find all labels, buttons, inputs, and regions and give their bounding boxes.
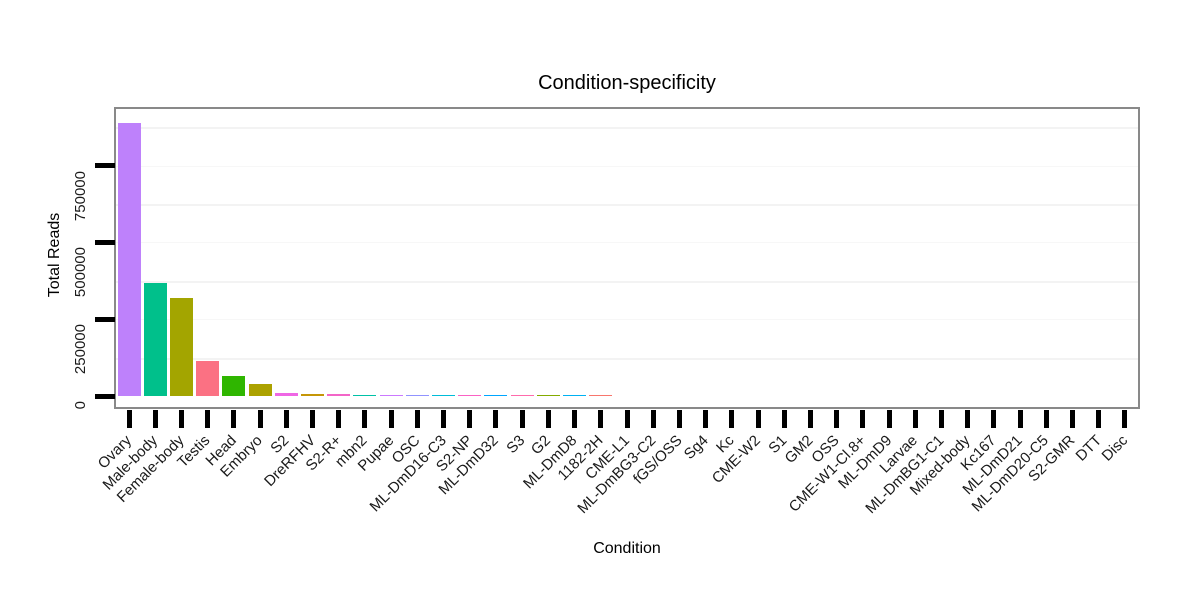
- x-axis-tick: [414, 410, 420, 428]
- x-axis-tick: [205, 410, 211, 428]
- bar-Head: [222, 376, 246, 396]
- x-axis-tick: [152, 410, 158, 428]
- bar-S2-R+: [327, 394, 351, 396]
- y-axis-tick: [95, 316, 115, 322]
- x-axis-tick: [991, 410, 997, 428]
- x-axis-tick: [624, 410, 630, 428]
- x-axis-tick: [1122, 410, 1128, 428]
- bar-Embryo: [248, 384, 272, 396]
- x-axis-tick: [1096, 410, 1102, 428]
- minor-gridline: [116, 127, 1138, 130]
- x-axis-tick-label: S3: [503, 431, 529, 457]
- x-axis-tick: [938, 410, 944, 428]
- x-axis-tick: [257, 410, 263, 428]
- x-axis-tick: [1017, 410, 1023, 428]
- bar-DreRFHV: [301, 393, 325, 396]
- x-axis-tick-label: Sg4: [680, 431, 712, 463]
- x-axis-tick-label: Disc: [1098, 431, 1131, 465]
- x-axis-tick: [1043, 410, 1049, 428]
- minor-gridline: [116, 357, 1138, 360]
- major-gridline: [116, 165, 1138, 167]
- bar-G2: [536, 395, 560, 396]
- major-gridline: [116, 319, 1138, 321]
- x-axis-tick: [886, 410, 892, 428]
- x-axis-tick: [965, 410, 971, 428]
- x-axis-tick: [781, 410, 787, 428]
- bar-1182-2H: [589, 395, 613, 396]
- x-axis-tick: [231, 410, 237, 428]
- bar-S2-NP: [458, 395, 482, 396]
- x-axis-tick: [179, 410, 184, 428]
- x-axis-tick: [703, 410, 709, 428]
- bar-S3: [510, 395, 534, 396]
- chart-title: Condition-specificity: [538, 72, 716, 94]
- bar-Testis: [196, 361, 220, 396]
- y-axis-tick: [95, 393, 115, 399]
- x-axis-tick: [834, 410, 840, 428]
- x-axis-tick: [676, 410, 682, 428]
- x-axis-tick: [1069, 410, 1075, 428]
- y-axis-tick: [95, 239, 115, 245]
- bar-Male-body: [143, 283, 167, 396]
- bar-S2: [274, 392, 298, 396]
- x-axis-tick: [860, 410, 866, 428]
- bar-OSC: [405, 394, 429, 396]
- x-axis-tick: [650, 410, 656, 428]
- x-axis-tick: [807, 410, 813, 428]
- x-axis-tick: [336, 410, 342, 428]
- bar-ML-DmD16-C3: [432, 394, 456, 396]
- x-axis-tick: [729, 410, 735, 428]
- x-axis-tick: [912, 410, 918, 428]
- x-axis-tick: [755, 410, 761, 428]
- x-axis-tick: [572, 410, 578, 428]
- x-axis-tick: [441, 410, 447, 428]
- x-axis-tick: [545, 410, 551, 428]
- minor-gridline: [116, 204, 1138, 206]
- y-axis-tick-label: 250000: [72, 324, 89, 375]
- x-axis-tick: [310, 410, 316, 428]
- x-axis-tick: [467, 410, 473, 428]
- plot-panel: [114, 107, 1140, 409]
- major-gridline: [116, 242, 1138, 244]
- y-axis-title: Total Reads: [46, 212, 63, 298]
- bar-Pupae: [379, 394, 403, 396]
- bar-mbn2: [353, 394, 377, 396]
- x-axis-tick: [126, 410, 132, 428]
- x-axis-tick-label: DTT: [1072, 431, 1105, 465]
- y-axis-tick: [95, 163, 115, 169]
- y-axis-tick-label: 0: [72, 401, 89, 410]
- bar-Ovary: [117, 122, 141, 396]
- x-axis-tick: [493, 410, 499, 428]
- y-axis-tick-label: 750000: [72, 170, 89, 221]
- minor-gridline: [116, 280, 1138, 283]
- y-axis-tick-label: 500000: [72, 247, 89, 298]
- x-axis-tick: [283, 410, 289, 428]
- x-axis-tick: [519, 410, 525, 428]
- bar-Female-body: [170, 298, 193, 396]
- bar-ML-DmD32: [484, 395, 508, 396]
- x-axis-title: Condition: [593, 540, 661, 557]
- x-axis-tick: [388, 410, 394, 428]
- x-axis-tick: [362, 410, 368, 428]
- x-axis-tick: [598, 410, 604, 428]
- bar-ML-DmD8: [563, 395, 587, 396]
